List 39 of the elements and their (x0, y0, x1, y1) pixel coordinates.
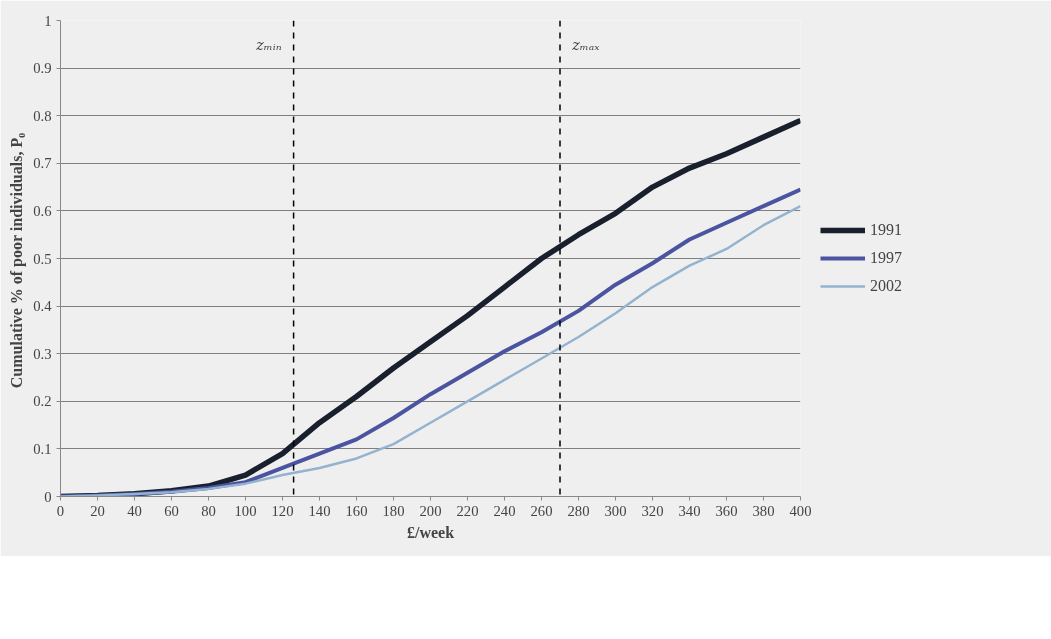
ref-line-label: zₘᵢₙ (255, 35, 282, 53)
x-tick-label: 260 (530, 502, 553, 519)
x-tick-label: 220 (456, 502, 479, 519)
y-tick-label: 1 (44, 12, 52, 29)
x-tick-label: 240 (493, 502, 516, 519)
y-tick-label: 0.8 (33, 107, 52, 124)
x-tick-label: 180 (382, 502, 405, 519)
ref-line-label: zₘₐₓ (571, 35, 601, 53)
x-tick-label: 40 (127, 502, 142, 519)
y-tick-label: 0.7 (33, 155, 52, 172)
x-tick-label: 400 (789, 502, 812, 519)
x-tick-label: 280 (567, 502, 590, 519)
y-tick-label: 0.5 (33, 250, 52, 267)
x-tick-label: 380 (752, 502, 775, 519)
x-tick-label: 100 (234, 502, 257, 519)
x-tick-label: 80 (201, 502, 216, 519)
x-tick-label: 120 (271, 502, 294, 519)
y-tick-label: 0.3 (33, 345, 52, 362)
x-tick-label: 20 (90, 502, 105, 519)
x-tick-label: 140 (308, 502, 331, 519)
y-tick-label: 0.4 (33, 298, 53, 315)
y-tick-label: 0.2 (33, 393, 52, 410)
x-tick-label: 200 (419, 502, 442, 519)
x-tick-label: 340 (678, 502, 701, 519)
x-axis-title: £/week (406, 523, 455, 541)
x-tick-label: 320 (641, 502, 664, 519)
y-tick-label: 0.1 (33, 440, 52, 457)
x-tick-label: 360 (715, 502, 738, 519)
legend-label: 2002 (870, 277, 902, 295)
x-tick-label: 300 (604, 502, 627, 519)
x-tick-label: 60 (164, 502, 179, 519)
legend-label: 1991 (870, 221, 902, 239)
legend-label: 1997 (870, 249, 902, 267)
y-axis-title: Cumulative % of poor individuals, P₀ (8, 132, 27, 389)
y-tick-label: 0 (44, 488, 52, 505)
x-tick-label: 160 (345, 502, 368, 519)
x-tick-label: 0 (56, 502, 65, 519)
y-tick-label: 0.9 (33, 60, 52, 77)
y-tick-label: 0.6 (33, 202, 52, 219)
